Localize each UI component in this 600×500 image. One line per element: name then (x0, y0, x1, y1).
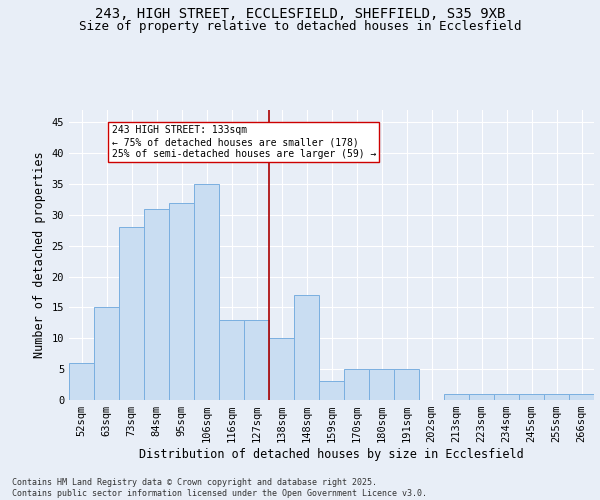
Bar (319, 382, 344, 400)
Bar (494, 394, 519, 400)
Bar (519, 394, 544, 400)
Bar (94, 308, 119, 400)
Bar (544, 394, 569, 400)
Bar (394, 369, 419, 400)
Bar (219, 320, 244, 400)
Bar (269, 338, 294, 400)
Bar (294, 295, 319, 400)
Bar (444, 394, 469, 400)
Bar (119, 227, 144, 400)
Y-axis label: Number of detached properties: Number of detached properties (33, 152, 46, 358)
Text: Contains HM Land Registry data © Crown copyright and database right 2025.
Contai: Contains HM Land Registry data © Crown c… (12, 478, 427, 498)
Bar (469, 394, 494, 400)
Bar (144, 208, 169, 400)
Bar (369, 369, 394, 400)
Text: 243 HIGH STREET: 133sqm
← 75% of detached houses are smaller (178)
25% of semi-d: 243 HIGH STREET: 133sqm ← 75% of detache… (112, 126, 376, 158)
X-axis label: Distribution of detached houses by size in Ecclesfield: Distribution of detached houses by size … (139, 448, 524, 461)
Text: 243, HIGH STREET, ECCLESFIELD, SHEFFIELD, S35 9XB: 243, HIGH STREET, ECCLESFIELD, SHEFFIELD… (95, 8, 505, 22)
Bar (344, 369, 369, 400)
Bar (169, 202, 194, 400)
Bar (569, 394, 594, 400)
Bar (69, 363, 94, 400)
Bar (194, 184, 219, 400)
Bar (244, 320, 269, 400)
Text: Size of property relative to detached houses in Ecclesfield: Size of property relative to detached ho… (79, 20, 521, 33)
